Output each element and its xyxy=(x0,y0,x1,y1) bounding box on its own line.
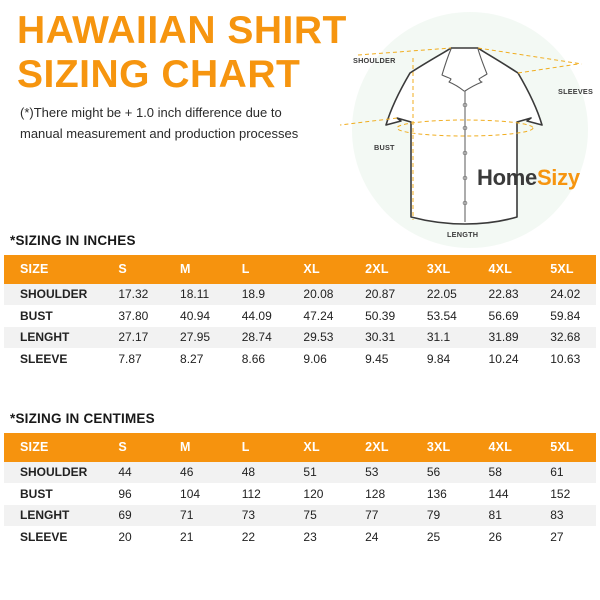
svg-text:BUST: BUST xyxy=(374,143,395,152)
svg-text:SLEEVES: SLEEVES xyxy=(558,87,593,96)
svg-text:LENGTH: LENGTH xyxy=(447,230,478,239)
svg-text:SHOULDER: SHOULDER xyxy=(353,56,396,65)
svg-text:HomeSizy: HomeSizy xyxy=(477,165,581,190)
